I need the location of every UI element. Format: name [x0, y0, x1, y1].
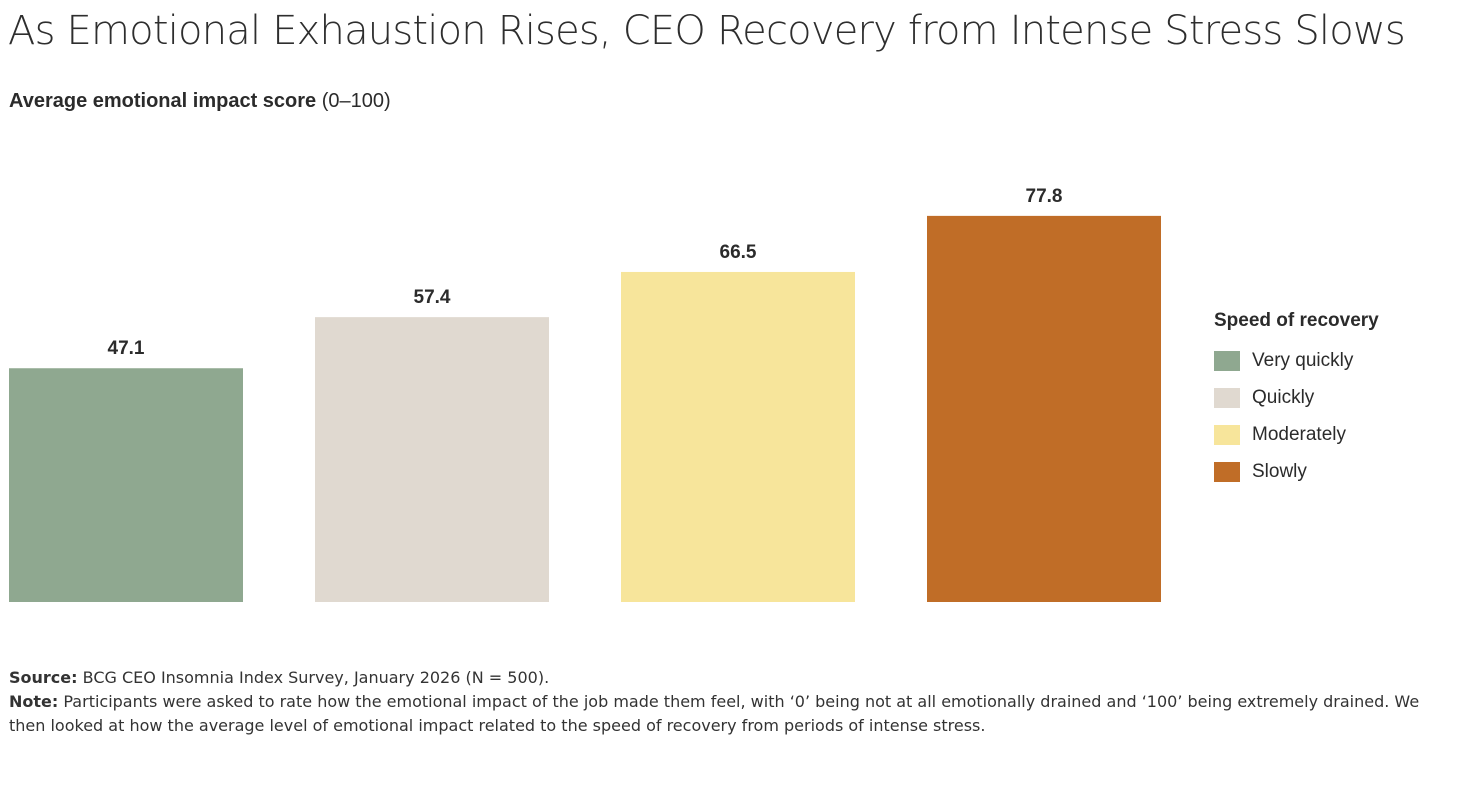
chart-title: As Emotional Exhaustion Rises, CEO Recov… [8, 8, 1406, 54]
legend-item: Quickly [1214, 379, 1379, 416]
bar-very-quickly [9, 368, 243, 602]
source-text: BCG CEO Insomnia Index Survey, January 2… [82, 668, 550, 687]
legend-label: Quickly [1252, 386, 1315, 408]
legend-title: Speed of recovery [1214, 310, 1379, 331]
footer-notes: Source: BCG CEO Insomnia Index Survey, J… [9, 666, 1449, 738]
bar-value-label: 57.4 [414, 287, 451, 308]
legend-swatch [1214, 461, 1240, 482]
legend-swatch [1214, 387, 1240, 408]
subtitle-main: Average emotional impact score [9, 90, 317, 112]
bar-moderately [621, 271, 855, 602]
legend-item: Very quickly [1214, 342, 1379, 379]
bar-value-label: 47.1 [108, 338, 145, 359]
legend-swatch [1214, 424, 1240, 445]
legend-items: Very quickly Quickly Moderately Slowly [1214, 342, 1379, 490]
source-label: Source: [9, 668, 78, 687]
source-line: Source: BCG CEO Insomnia Index Survey, J… [9, 666, 1449, 690]
legend-label: Very quickly [1252, 349, 1354, 371]
bar-value-label: 77.8 [1026, 186, 1063, 207]
legend-label: Slowly [1252, 460, 1307, 482]
note-text: Participants were asked to rate how the … [9, 692, 1420, 735]
legend-item: Slowly [1214, 453, 1379, 490]
legend-label: Moderately [1252, 423, 1346, 445]
bar-chart: 47.1 57.4 66.5 77.8 [9, 186, 1161, 602]
subtitle-range: (0–100) [321, 90, 391, 112]
bar-slowly [927, 215, 1161, 602]
legend-item: Moderately [1214, 416, 1379, 453]
note-label: Note: [9, 692, 59, 711]
bar-value-label: 66.5 [720, 242, 757, 263]
legend-swatch [1214, 350, 1240, 371]
chart-subtitle: Average emotional impact score (0–100) [9, 90, 391, 113]
legend: Speed of recovery Very quickly Quickly Mod… [1214, 310, 1379, 490]
note-line: Note: Participants were asked to rate ho… [9, 690, 1449, 738]
bar-quickly [315, 317, 549, 602]
